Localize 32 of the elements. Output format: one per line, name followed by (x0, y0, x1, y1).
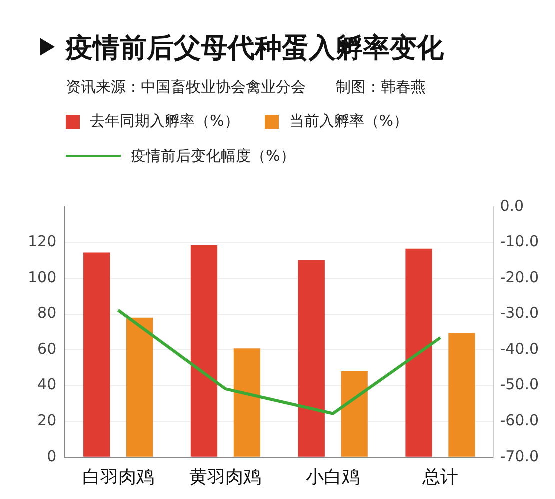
y-tick-label: 60 (38, 340, 57, 358)
x-tick-label: 黄羽肉鸡 (190, 466, 262, 488)
y2-tick-label: -50.0 (500, 376, 539, 394)
chart-title: 疫情前后父母代种蛋入孵率变化 (66, 32, 444, 66)
y2-tick-label: -70.0 (500, 447, 539, 466)
bar (234, 348, 261, 457)
legend-label: 当前入孵率（%） (289, 112, 409, 131)
y2-tick-label: -40.0 (500, 340, 539, 358)
x-tick-label: 小白鸡 (306, 466, 360, 488)
bar (448, 333, 476, 457)
bar (406, 248, 432, 457)
y2-tick-label: -20.0 (500, 268, 539, 286)
x-tick-label: 白羽肉鸡 (82, 466, 154, 488)
legend-label: 疫情前后变化幅度（%） (131, 146, 296, 166)
y-tick-label: 0 (47, 447, 57, 466)
bar (84, 252, 110, 457)
bar (341, 372, 368, 457)
y2-tick-label: 0.0 (500, 196, 524, 215)
y2-tick-label: -60.0 (500, 412, 539, 430)
x-tick-label: 总计 (421, 466, 458, 488)
bar (190, 245, 218, 457)
chart-subtitle: 资讯来源：中国畜牧业协会禽业分会 制图：韩春燕 (66, 78, 426, 97)
y-tick-label: 20 (38, 412, 57, 430)
y-tick-label: 100 (28, 268, 57, 286)
y-tick-label: 80 (38, 304, 57, 322)
y-tick-label: 120 (28, 232, 57, 251)
bar (126, 318, 154, 457)
y2-tick-label: -30.0 (500, 304, 539, 322)
y-tick-label: 40 (38, 376, 57, 394)
y2-tick-label: -10.0 (500, 232, 539, 251)
legend-label: 去年同期入孵率（%） (90, 112, 240, 131)
bar (298, 260, 325, 457)
